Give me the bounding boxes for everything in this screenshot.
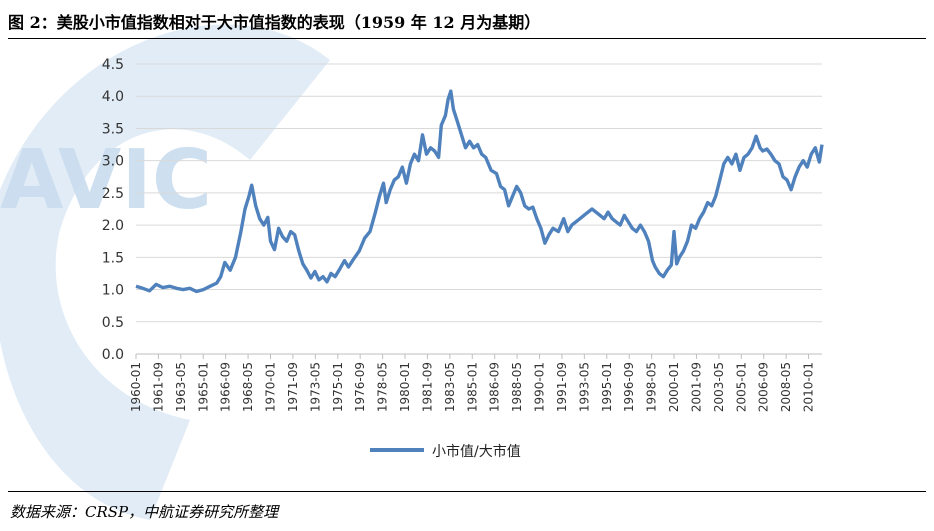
x-tick-label: 2005-01 [734, 362, 748, 412]
y-tick-label: 1.5 [102, 250, 124, 266]
y-tick-label: 2.0 [102, 218, 124, 234]
x-tick-label: 1975-01 [331, 362, 345, 412]
x-tick-label: 1995-01 [600, 362, 614, 412]
data-source-note: 数据来源：CRSP，中航证券研究所整理 [10, 503, 279, 521]
x-tick-label: 1988-05 [510, 362, 524, 412]
x-tick-label: 1998-05 [645, 362, 659, 412]
x-tick-label: 1960-01 [129, 362, 143, 412]
y-tick-label: 4.0 [102, 89, 124, 105]
x-tick-label: 2000-01 [667, 362, 681, 412]
line-chart: 0.0 0.5 1.0 1.5 2.0 2.5 3.0 3.5 4.0 4.5 1960-01 196… [102, 57, 824, 460]
y-tick-label: 0.5 [102, 315, 124, 331]
x-tick-label: 1973-05 [308, 362, 322, 412]
watermark-text: AVIC [0, 133, 212, 228]
watermark-swoosh [0, 24, 330, 520]
x-tick-label: 1968-05 [241, 362, 255, 412]
x-tick-label: 2010-01 [802, 362, 816, 412]
x-tick-label: 1961-09 [151, 362, 165, 412]
figure-title: 图 2：美股小市值指数相对于大市值指数的表现（1959 年 12 月为基期） [8, 13, 541, 32]
y-tick-label: 0.0 [102, 347, 124, 363]
x-tick-label: 1976-09 [353, 362, 367, 412]
x-tick-label: 1980-01 [398, 362, 412, 412]
x-tick-label: 1986-09 [488, 362, 502, 412]
x-tick-label: 2001-09 [689, 362, 703, 412]
x-tick-label: 1985-01 [465, 362, 479, 412]
x-tick-label: 1991-09 [555, 362, 569, 412]
x-tick-label: 2006-09 [757, 362, 771, 412]
x-tick-label: 1981-09 [420, 362, 434, 412]
source-divider [8, 491, 926, 492]
x-tick-label: 2003-05 [712, 362, 726, 412]
y-tick-label: 2.5 [102, 186, 124, 202]
x-tick-label: 1970-01 [264, 362, 278, 412]
x-tick-label: 1993-05 [577, 362, 591, 412]
y-tick-label: 4.5 [102, 57, 124, 73]
series-line-0 [135, 89, 824, 294]
x-tick-label: 1990-01 [533, 362, 547, 412]
title-underline [8, 38, 926, 39]
y-tick-label: 1.0 [102, 283, 124, 299]
x-tick-label: 2008-05 [779, 362, 793, 412]
x-tick-label: 1983-05 [443, 362, 457, 412]
x-tick-label: 1966-09 [219, 362, 233, 412]
x-tick-label: 1965-01 [196, 362, 210, 412]
x-tick-label: 1971-09 [286, 362, 300, 412]
y-tick-label: 3.0 [102, 154, 124, 170]
y-tick-label: 3.5 [102, 121, 124, 137]
x-tick-label: 1978-05 [376, 362, 390, 412]
x-tick-label: 1963-05 [174, 362, 188, 412]
legend-label: 小市值/大市值 [432, 443, 521, 460]
x-tick-label: 1996-09 [622, 362, 636, 412]
